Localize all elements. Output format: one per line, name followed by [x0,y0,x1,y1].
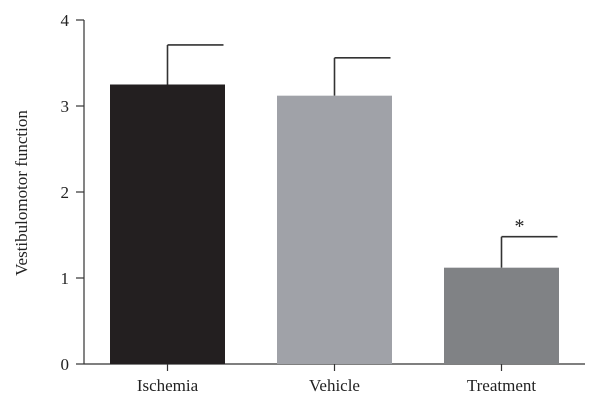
bar-vehicle [277,96,392,364]
y-tick-label: 1 [61,269,70,288]
y-tick-label: 0 [61,355,70,374]
bars: * [110,45,559,364]
y-axis-title: Vestibulomotor function [12,110,31,276]
y-tick-label: 3 [61,97,70,116]
y-tick-label: 2 [61,183,70,202]
x-axis: Ischemia Vehicle Treatment [84,364,585,395]
error-bar [335,58,391,96]
y-tick-label: 4 [61,11,70,30]
y-axis: 0 1 2 3 4 [61,11,85,374]
bar-treatment [444,268,559,364]
error-bar [502,237,558,268]
bar-ischemia [110,85,225,365]
significance-marker: * [515,216,525,238]
x-tick-label: Ischemia [137,376,199,395]
error-bar [168,45,224,85]
x-tick-label: Vehicle [309,376,360,395]
x-tick-label: Treatment [467,376,537,395]
